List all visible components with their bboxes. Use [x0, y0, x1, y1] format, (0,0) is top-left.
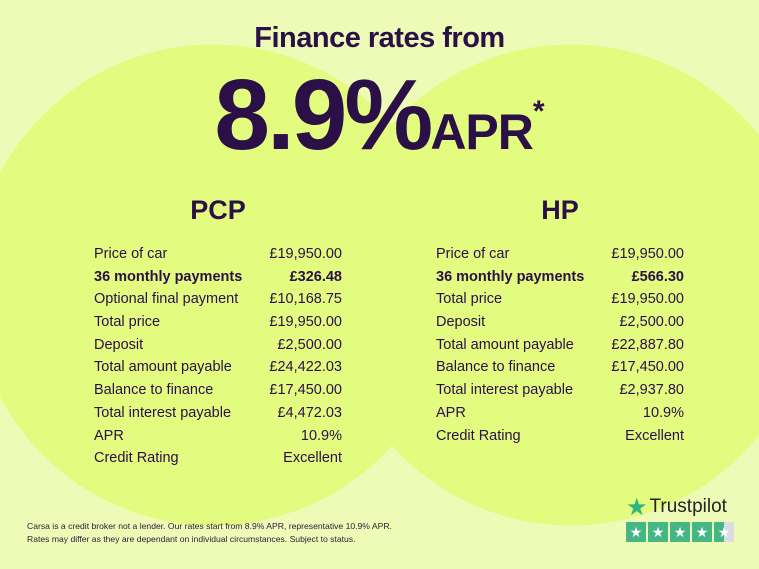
row-label: Balance to finance: [436, 359, 556, 376]
row-value: £24,422.03: [269, 359, 342, 376]
row-label: Credit Rating: [94, 450, 179, 467]
row-label: Deposit: [436, 314, 486, 331]
table-row: 36 monthly payments £566.30: [436, 266, 684, 289]
rating-star-icon: ★: [714, 522, 734, 542]
row-value: £2,500.00: [619, 314, 684, 331]
row-label: Total interest payable: [436, 382, 574, 399]
row-label: Total amount payable: [436, 336, 574, 353]
table-row: Total interest payable £2,937.80: [436, 379, 684, 402]
table-row: APR 10.9%: [94, 425, 342, 448]
table-row: Total price £19,950.00: [94, 311, 342, 334]
rating-star-icon: ★: [692, 522, 712, 542]
table-row: Total amount payable £22,887.80: [436, 334, 684, 357]
table-row: Total price £19,950.00: [436, 288, 684, 311]
table-row: Credit Rating Excellent: [94, 447, 342, 470]
star-icon: ★: [626, 493, 648, 521]
row-value: 10.9%: [642, 404, 684, 421]
row-value: £10,168.75: [269, 291, 342, 308]
row-value: £566.30: [631, 268, 684, 285]
table-row: Optional final payment £10,168.75: [94, 288, 342, 311]
row-label: 36 monthly payments: [436, 268, 585, 285]
table-row: Total amount payable £24,422.03: [94, 356, 342, 379]
row-label: Price of car: [436, 246, 510, 262]
table-row: 36 monthly payments £326.48: [94, 266, 342, 289]
row-value: £19,950.00: [611, 291, 684, 308]
row-label: Deposit: [94, 336, 144, 353]
row-value: Excellent: [625, 427, 684, 444]
table-row: Price of car £19,950.00: [436, 243, 684, 266]
row-value: 10.9%: [300, 427, 342, 444]
rating-star-icon: ★: [648, 522, 668, 542]
asterisk: *: [532, 95, 545, 128]
row-value: £22,887.80: [611, 336, 684, 353]
rating-star-icon: ★: [670, 522, 690, 542]
row-label: Balance to finance: [94, 382, 214, 399]
rating-star-icon: ★: [626, 522, 646, 542]
trustpilot-badge[interactable]: ★ Trustpilot ★ ★ ★ ★ ★: [626, 493, 734, 542]
hp-title: HP: [541, 195, 579, 225]
rate-value: 8.9%: [214, 59, 433, 171]
disclaimer-line: Rates may differ as they are dependant o…: [27, 533, 356, 544]
table-row: Balance to finance £17,450.00: [94, 379, 342, 402]
row-value: £19,950.00: [611, 246, 684, 262]
trustpilot-rating: ★ ★ ★ ★ ★: [626, 522, 734, 542]
row-value: £19,950.00: [269, 314, 342, 331]
table-row: Price of car £19,950.00: [94, 243, 342, 266]
row-label: 36 monthly payments: [94, 268, 243, 285]
row-label: Optional final payment: [94, 291, 239, 308]
row-value: Excellent: [283, 450, 342, 467]
rate-suffix: APR: [430, 104, 534, 160]
disclaimer: Carsa is a credit broker not a lender. O…: [27, 520, 392, 545]
row-label: APR: [436, 404, 466, 421]
hp-table: HP Price of car £19,950.00 36 monthly paym…: [436, 195, 684, 447]
table-row: Total interest payable £4,472.03: [94, 402, 342, 425]
row-label: APR: [94, 427, 124, 444]
row-label: Total interest payable: [94, 404, 232, 421]
row-label: Price of car: [94, 246, 168, 262]
row-value: £19,950.00: [269, 246, 342, 262]
trustpilot-name: Trustpilot: [649, 496, 727, 517]
rate-display: 8.9%APR*: [0, 60, 759, 170]
table-row: Credit Rating Excellent: [436, 425, 684, 448]
table-row: Deposit £2,500.00: [436, 311, 684, 334]
pcp-table: PCP Price of car £19,950.00 36 monthly pay…: [94, 195, 342, 470]
headline: Finance rates from: [254, 22, 505, 54]
table-row: Deposit £2,500.00: [94, 334, 342, 357]
pcp-title: PCP: [190, 195, 246, 225]
row-label: Credit Rating: [436, 427, 521, 444]
row-label: Total price: [94, 314, 161, 331]
row-value: £2,937.80: [619, 382, 684, 399]
row-value: £4,472.03: [277, 404, 342, 421]
table-row: APR 10.9%: [436, 402, 684, 425]
row-label: Total price: [436, 291, 503, 308]
row-value: £17,450.00: [611, 359, 684, 376]
table-row: Balance to finance £17,450.00: [436, 356, 684, 379]
row-label: Total amount payable: [94, 359, 232, 376]
row-value: £326.48: [289, 268, 342, 285]
row-value: £2,500.00: [277, 336, 342, 353]
disclaimer-line: Carsa is a credit broker not a lender. O…: [27, 521, 392, 531]
row-value: £17,450.00: [269, 382, 342, 399]
